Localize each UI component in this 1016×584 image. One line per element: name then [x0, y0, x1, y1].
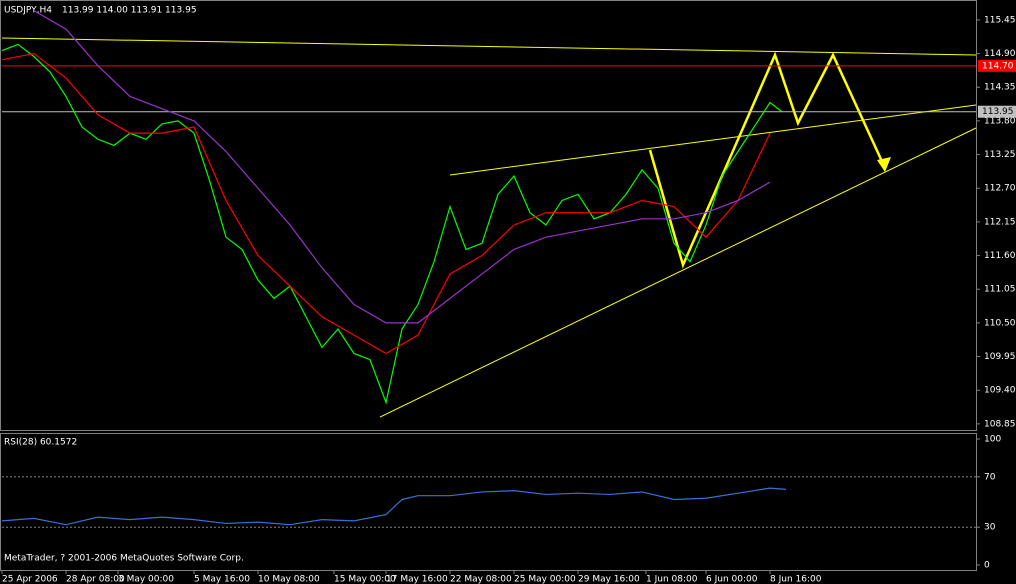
x-tick-label: 1 Jun 08:00	[646, 575, 698, 584]
y-tick-label: 111.05	[984, 285, 1016, 295]
series-line	[1, 487, 787, 526]
rsi-title: RSI(28) 60.1572	[4, 438, 77, 448]
x-tick-label: 3 May 00:00	[118, 575, 174, 584]
x-tick-label: 17 May 16:00	[386, 575, 448, 584]
y-tick-label: 112.15	[984, 217, 1016, 227]
y-tick-label: 114.90	[984, 49, 1016, 59]
trendline	[1, 37, 977, 56]
series-line	[33, 10, 771, 324]
price-label-box	[978, 59, 1016, 72]
x-tick-label: 8 Jun 16:00	[770, 575, 822, 584]
y-tick-label: 112.70	[984, 184, 1016, 194]
series-line	[1, 52, 771, 355]
main-panel	[0, 0, 977, 431]
y-tick-label: 109.40	[984, 386, 1016, 396]
x-tick-label: 22 May 08:00	[450, 575, 512, 584]
x-tick-label: 25 Apr 2006	[2, 575, 58, 584]
y-tick-label: 70	[984, 472, 996, 482]
y-tick-label: 114.35	[984, 83, 1016, 93]
y-tick-label: 113.25	[984, 150, 1016, 160]
x-tick-label: 25 May 00:00	[514, 575, 576, 584]
ohlc: 113.99 114.00 113.91 113.95	[62, 6, 197, 16]
x-tick-label: 15 May 00:00	[334, 575, 396, 584]
y-tick-label: 113.80	[984, 116, 1016, 126]
x-tick-label: 29 May 16:00	[578, 575, 640, 584]
trendline	[449, 104, 977, 176]
y-tick-label: 111.60	[984, 251, 1016, 261]
drawings	[1, 37, 977, 418]
y-tick-label: 108.85	[984, 419, 1016, 429]
series-line	[1, 43, 783, 405]
price-label: 114.70	[982, 61, 1014, 71]
arrowhead	[877, 157, 891, 172]
x-tick-label: 10 May 08:00	[258, 575, 320, 584]
x-tick-label: 6 Jun 00:00	[706, 575, 758, 584]
rsi-panel	[0, 433, 977, 571]
price-label-box	[978, 105, 1016, 118]
trendline	[379, 127, 977, 418]
y-tick-label: 0	[984, 561, 990, 571]
x-tick-label: 28 Apr 08:00	[66, 575, 125, 584]
y-tick-label: 110.50	[984, 318, 1016, 328]
chart-title: USDJPY,H4	[4, 6, 52, 16]
price-label: 113.95	[982, 107, 1014, 117]
y-tick-label: 109.95	[984, 352, 1016, 362]
y-tick-label: 30	[984, 523, 996, 533]
forecast-path	[648, 51, 887, 269]
y-tick-label: 115.45	[984, 15, 1016, 25]
footer: MetaTrader, ? 2001-2006 MetaQuotes Softw…	[4, 554, 244, 564]
x-tick-label: 5 May 16:00	[194, 575, 250, 584]
y-tick-label: 100	[984, 435, 1001, 445]
